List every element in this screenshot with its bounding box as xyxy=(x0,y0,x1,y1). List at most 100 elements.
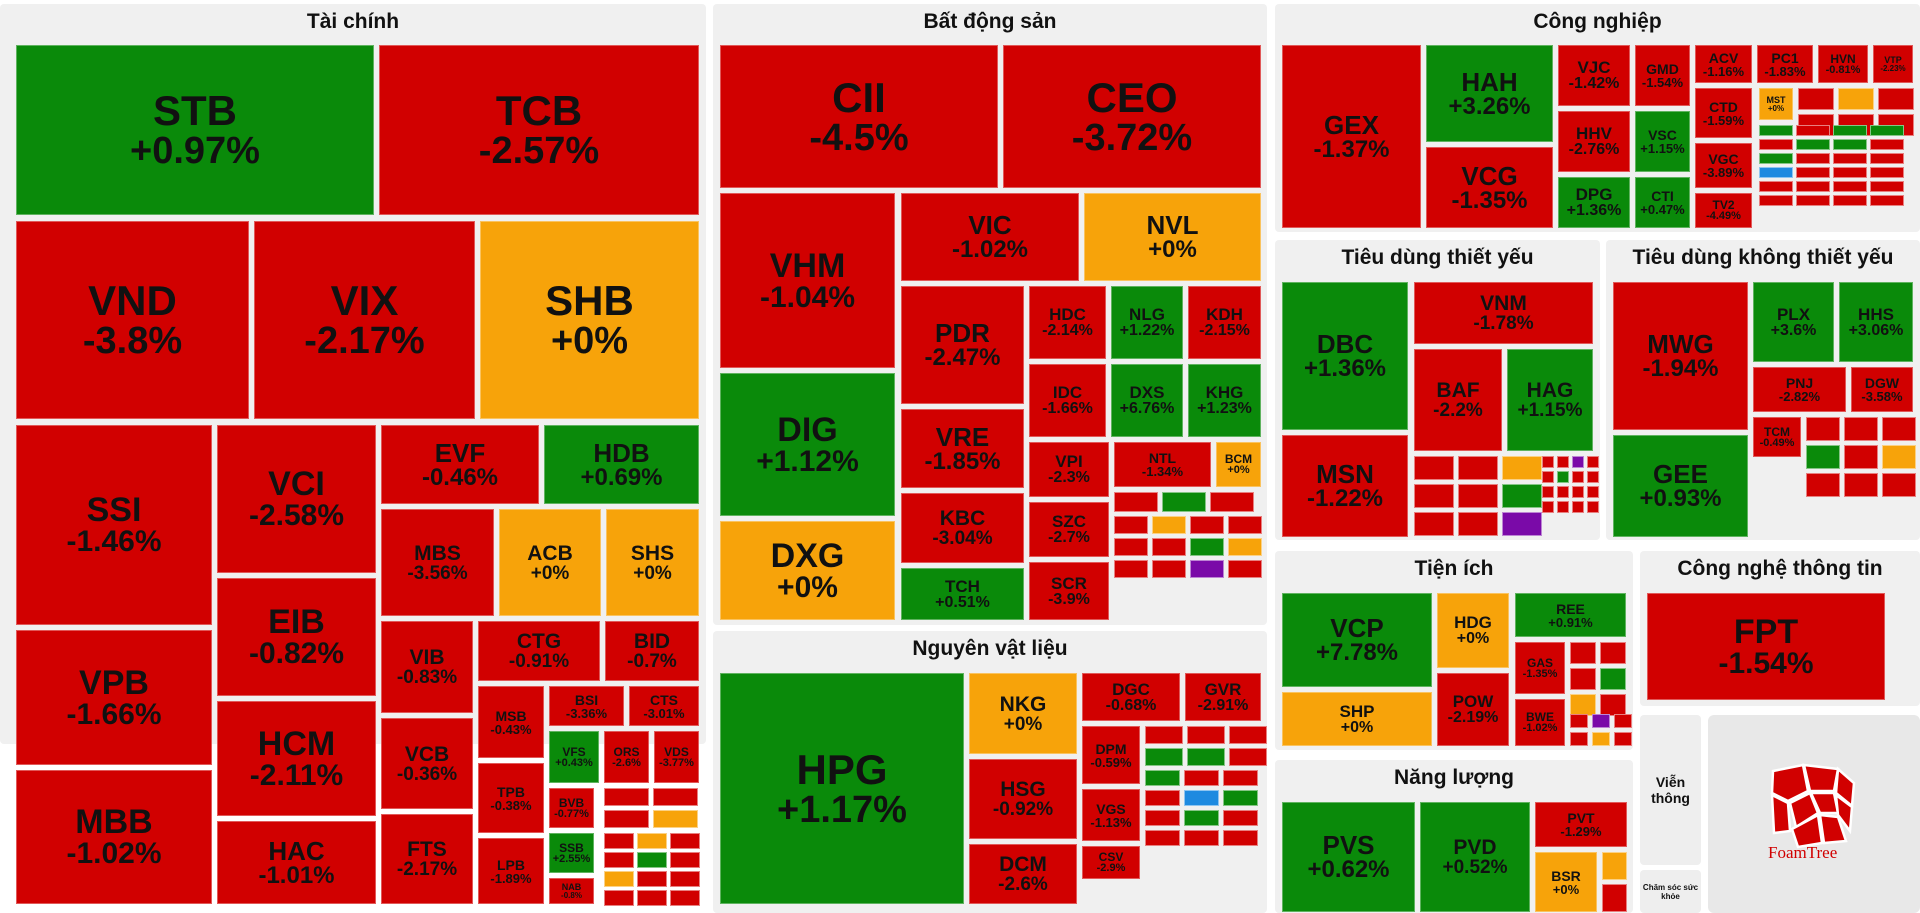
stock-tile-fpt[interactable]: FPT -1.54% xyxy=(1647,593,1885,700)
small-stock-tile[interactable] xyxy=(1882,473,1916,497)
stock-tile-eib[interactable]: EIB -0.82% xyxy=(217,578,376,696)
stock-tile-vfs[interactable]: VFS +0.43% xyxy=(549,731,599,783)
small-stock-tile[interactable] xyxy=(637,852,667,868)
small-stock-tile[interactable] xyxy=(1152,538,1186,556)
stock-tile-vsc[interactable]: VSC +1.15% xyxy=(1635,111,1690,172)
stock-tile-hsg[interactable]: HSG -0.92% xyxy=(969,759,1077,839)
stock-tile-hac[interactable]: HAC -1.01% xyxy=(217,821,376,904)
stock-tile-pc1[interactable]: PC1 -1.83% xyxy=(1757,45,1813,83)
stock-tile-bvb[interactable]: BVB -0.77% xyxy=(549,788,594,828)
small-stock-tile[interactable] xyxy=(1557,486,1569,498)
small-stock-tile[interactable] xyxy=(1570,714,1588,728)
stock-tile-vci[interactable]: VCI -2.58% xyxy=(217,425,376,573)
small-stock-tile[interactable] xyxy=(1798,88,1834,110)
small-stock-tile[interactable] xyxy=(1844,417,1878,441)
small-stock-tile[interactable] xyxy=(1542,486,1554,498)
small-stock-tile[interactable] xyxy=(637,890,667,906)
stock-tile-khg[interactable]: KHG +1.23% xyxy=(1188,364,1261,437)
small-stock-tile[interactable] xyxy=(1833,181,1867,192)
stock-tile-baf[interactable]: BAF -2.2% xyxy=(1414,349,1502,451)
small-stock-tile[interactable] xyxy=(1557,471,1569,483)
stock-tile-evf[interactable]: EVF -0.46% xyxy=(381,425,539,504)
stock-tile-gex[interactable]: GEX -1.37% xyxy=(1282,45,1421,228)
small-stock-tile[interactable] xyxy=(1184,770,1219,786)
small-stock-tile[interactable] xyxy=(1796,167,1830,178)
stock-tile-vnd[interactable]: VND -3.8% xyxy=(16,221,249,419)
small-stock-tile[interactable] xyxy=(1882,417,1916,441)
small-stock-tile[interactable] xyxy=(1414,484,1454,508)
small-stock-tile[interactable] xyxy=(670,871,700,887)
stock-tile-tch[interactable]: TCH +0.51% xyxy=(901,568,1024,620)
stock-tile-shs[interactable]: SHS +0% xyxy=(606,509,699,616)
stock-tile-hhs[interactable]: HHS +3.06% xyxy=(1839,282,1913,362)
stock-tile-stb[interactable]: STB +0.97% xyxy=(16,45,374,215)
small-stock-tile[interactable] xyxy=(1228,538,1262,556)
stock-tile-vcb[interactable]: VCB -0.36% xyxy=(381,718,473,809)
small-stock-tile[interactable] xyxy=(1572,486,1584,498)
small-stock-tile[interactable] xyxy=(1502,456,1542,480)
stock-tile-vcp[interactable]: VCP +7.78% xyxy=(1282,593,1432,687)
stock-tile-szc[interactable]: SZC -2.7% xyxy=(1029,502,1109,557)
stock-tile-pnj[interactable]: PNJ -2.82% xyxy=(1753,367,1846,412)
small-stock-tile[interactable] xyxy=(1870,181,1904,192)
stock-tile-pdr[interactable]: PDR -2.47% xyxy=(901,286,1024,404)
stock-tile-vjc[interactable]: VJC -1.42% xyxy=(1558,45,1630,106)
small-stock-tile[interactable] xyxy=(1600,642,1626,664)
small-stock-tile[interactable] xyxy=(1542,501,1554,513)
small-stock-tile[interactable] xyxy=(653,788,698,806)
small-stock-tile[interactable] xyxy=(1114,538,1148,556)
small-stock-tile[interactable] xyxy=(1145,810,1180,826)
stock-tile-gmd[interactable]: GMD -1.54% xyxy=(1635,45,1690,106)
small-stock-tile[interactable] xyxy=(1796,181,1830,192)
small-stock-tile[interactable] xyxy=(1572,471,1584,483)
small-stock-tile[interactable] xyxy=(1570,732,1588,746)
small-stock-tile[interactable] xyxy=(1145,790,1180,806)
small-stock-tile[interactable] xyxy=(1228,516,1262,534)
small-stock-tile[interactable] xyxy=(1458,484,1498,508)
small-stock-tile[interactable] xyxy=(1592,732,1610,746)
stock-tile-dgw[interactable]: DGW -3.58% xyxy=(1851,367,1913,412)
small-stock-tile[interactable] xyxy=(1152,560,1186,578)
small-stock-tile[interactable] xyxy=(670,833,700,849)
small-stock-tile[interactable] xyxy=(653,810,698,828)
small-stock-tile[interactable] xyxy=(1614,732,1632,746)
stock-tile-ntl[interactable]: NTL -1.34% xyxy=(1114,442,1211,487)
stock-tile-ctg[interactable]: CTG -0.91% xyxy=(478,621,600,681)
stock-tile-ors[interactable]: ORS -2.6% xyxy=(604,731,649,783)
sector-cham-soc-suc-khoe[interactable]: Chăm sóc sức khỏe xyxy=(1640,870,1701,913)
small-stock-tile[interactable] xyxy=(1587,501,1599,513)
stock-tile-mst[interactable]: MST +0% xyxy=(1759,88,1793,120)
stock-tile-shp[interactable]: SHP +0% xyxy=(1282,692,1432,746)
small-stock-tile[interactable] xyxy=(670,890,700,906)
stock-tile-cii[interactable]: CII -4.5% xyxy=(720,45,998,188)
small-stock-tile[interactable] xyxy=(1600,668,1626,690)
small-stock-tile[interactable] xyxy=(1114,516,1148,534)
stock-tile-bwe[interactable]: BWE -1.02% xyxy=(1515,699,1565,746)
small-stock-tile[interactable] xyxy=(1759,167,1793,178)
small-stock-tile[interactable] xyxy=(1502,512,1542,536)
stock-tile-pvd[interactable]: PVD +0.52% xyxy=(1420,802,1530,912)
stock-tile-kbc[interactable]: KBC -3.04% xyxy=(901,493,1024,563)
small-stock-tile[interactable] xyxy=(1145,770,1180,786)
stock-tile-dpg[interactable]: DPG +1.36% xyxy=(1558,177,1630,228)
stock-tile-hcm[interactable]: HCM -2.11% xyxy=(217,701,376,816)
small-stock-tile[interactable] xyxy=(1572,456,1584,468)
stock-tile-vgc[interactable]: VGC -3.89% xyxy=(1695,143,1752,188)
small-stock-tile[interactable] xyxy=(1114,560,1148,578)
small-stock-tile[interactable] xyxy=(1557,501,1569,513)
small-stock-tile[interactable] xyxy=(1458,512,1498,536)
small-stock-tile[interactable] xyxy=(1759,181,1793,192)
stock-tile-nab[interactable]: NAB -0.8% xyxy=(549,878,594,904)
stock-tile-gvr[interactable]: GVR -2.91% xyxy=(1185,673,1261,721)
small-stock-tile[interactable] xyxy=(1614,714,1632,728)
small-stock-tile[interactable] xyxy=(1806,417,1840,441)
small-stock-tile[interactable] xyxy=(1184,830,1219,846)
stock-tile-pvt[interactable]: PVT -1.29% xyxy=(1535,802,1627,847)
small-stock-tile[interactable] xyxy=(1833,153,1867,164)
stock-tile-vpi[interactable]: VPI -2.3% xyxy=(1029,442,1109,497)
stock-tile-ssb[interactable]: SSB +2.55% xyxy=(549,833,594,873)
stock-tile-idc[interactable]: IDC -1.66% xyxy=(1029,364,1106,437)
small-stock-tile[interactable] xyxy=(1870,125,1904,136)
small-stock-tile[interactable] xyxy=(1145,748,1183,766)
small-stock-tile[interactable] xyxy=(1844,473,1878,497)
